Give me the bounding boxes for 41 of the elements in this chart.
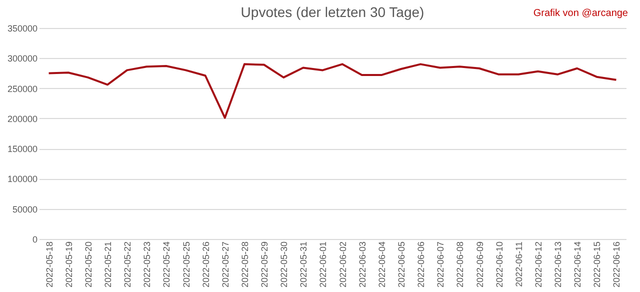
x-tick-label: 2022-06-07 — [436, 242, 446, 288]
x-tick-label: 2022-06-12 — [533, 242, 544, 288]
x-tick-label: 2022-05-22 — [122, 242, 133, 288]
x-tick-label: 2022-06-15 — [592, 242, 602, 288]
x-tick-label: 2022-05-29 — [260, 242, 270, 288]
x-tick-label: 2022-06-11 — [514, 242, 524, 287]
y-tick-label: 50000 — [12, 204, 38, 214]
x-tick-label: 2022-06-05 — [396, 242, 406, 288]
text: Grafik von @arcange — [533, 8, 628, 19]
x-tick-label: 2022-06-06 — [416, 242, 426, 288]
x-tick-label: 2022-05-23 — [142, 242, 152, 288]
x-tick-label: 2022-05-27 — [220, 242, 230, 288]
x-tick-label: 2022-05-25 — [181, 242, 192, 288]
x-tick-label: 2022-05-20 — [83, 242, 94, 288]
x-tick-label: 2022-05-30 — [279, 242, 290, 288]
x-tick-label: 2022-06-14 — [572, 242, 583, 288]
y-tick-label: 300000 — [7, 54, 38, 64]
x-tick-label: 2022-06-10 — [494, 242, 504, 288]
y-tick-label: 350000 — [7, 24, 38, 34]
x-tick-label: 2022-05-26 — [200, 242, 211, 288]
x-tick-label: 2022-06-13 — [553, 242, 564, 288]
x-tick-label: 2022-05-31 — [298, 242, 309, 288]
x-tick-label: 2022-06-04 — [376, 242, 387, 288]
y-tick-label: 0 — [32, 234, 38, 244]
x-tick-label: 2022-06-01 — [318, 242, 328, 288]
x-tick-label: 2022-06-08 — [455, 242, 466, 288]
x-tick-label: 2022-05-19 — [64, 242, 74, 288]
chart-title: Upvotes (der letzten 30 Tage) — [240, 4, 424, 20]
y-tick-label: 200000 — [7, 114, 38, 124]
line-series — [48, 63, 618, 119]
x-tick-label: 2022-05-24 — [162, 242, 172, 288]
x-tick-label: 2022-06-02 — [338, 242, 348, 288]
x-tick-label: 2022-06-16 — [612, 242, 622, 288]
y-tick-label: 150000 — [7, 144, 38, 154]
x-tick-label: 2022-06-03 — [357, 242, 368, 288]
x-tick-label: 2022-05-28 — [240, 242, 250, 288]
x-tick-label: 2022-05-21 — [102, 242, 113, 288]
x-tick-label: 2022-05-18 — [44, 242, 54, 288]
y-tick-label: 250000 — [7, 84, 38, 94]
y-tick-label: 100000 — [7, 174, 38, 184]
x-tick-label: 2022-06-09 — [474, 242, 485, 288]
